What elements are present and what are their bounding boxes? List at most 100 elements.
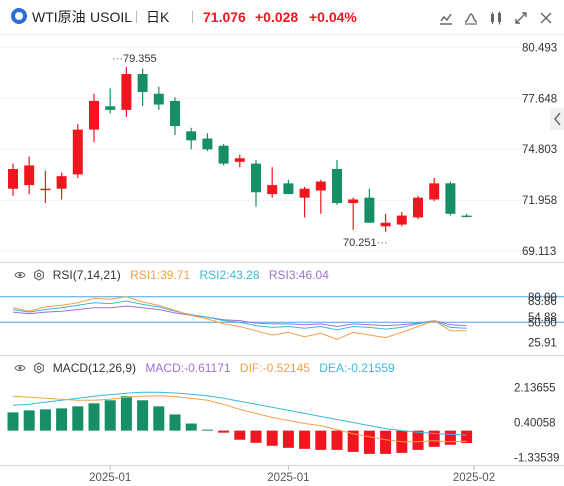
macd-histogram-bar bbox=[282, 430, 294, 448]
time-tick-label: 2025-02 bbox=[453, 472, 495, 484]
eye-icon[interactable] bbox=[14, 362, 26, 374]
macd-histogram-bar bbox=[315, 430, 327, 450]
rsi1-value: RSI1:39.71 bbox=[130, 268, 191, 282]
macd-histogram-bar bbox=[104, 400, 116, 431]
dif-value: DIF:-0.52145 bbox=[239, 361, 310, 375]
price-tick-label: 71.958 bbox=[522, 195, 557, 207]
macd-histogram-bar bbox=[218, 430, 230, 433]
rsi3-value: RSI3:46.04 bbox=[268, 268, 329, 282]
rsi-tick-label: 54.88 bbox=[528, 312, 557, 324]
macd-histogram-bar bbox=[201, 429, 213, 431]
symbol-name[interactable]: WTI原油 bbox=[32, 9, 86, 25]
candle bbox=[186, 131, 197, 141]
macd-histogram-bar bbox=[380, 430, 392, 454]
candlestick-series bbox=[8, 66, 472, 232]
macd-axis: 2.13655 0.40058 -1.33539 bbox=[514, 382, 559, 464]
settings-icon[interactable] bbox=[33, 269, 45, 281]
time-tick-label: 2025-01 bbox=[89, 472, 131, 484]
drawing-icon bbox=[491, 11, 501, 25]
candle bbox=[153, 93, 164, 105]
macd-histogram-bar bbox=[299, 430, 311, 449]
candle bbox=[40, 188, 51, 191]
rsi-tick-label: 80.00 bbox=[528, 292, 557, 304]
drawing-tools-button[interactable] bbox=[485, 8, 507, 28]
macd-histogram-bar bbox=[412, 430, 424, 450]
eye-icon[interactable] bbox=[14, 269, 26, 281]
rsi2-value: RSI2:43.28 bbox=[199, 268, 260, 282]
macd-histogram-bar bbox=[23, 410, 35, 431]
dea-line bbox=[12, 391, 467, 436]
dif-line bbox=[12, 395, 467, 443]
macd-histogram-bar bbox=[428, 430, 440, 447]
interval-selector[interactable]: 日K bbox=[146, 9, 170, 25]
macd-histogram-bar bbox=[347, 430, 359, 452]
candle bbox=[202, 138, 213, 150]
candle bbox=[251, 163, 261, 193]
symbol-logo-icon bbox=[11, 8, 27, 24]
collapse-arrow-button[interactable] bbox=[550, 108, 564, 130]
symbol-code: USOIL bbox=[90, 9, 133, 25]
candle bbox=[24, 165, 35, 186]
fullscreen-button[interactable] bbox=[510, 8, 532, 28]
candle bbox=[396, 215, 407, 225]
macd-histogram-bar bbox=[7, 412, 19, 431]
macd-histogram-bar bbox=[39, 409, 51, 431]
rsi-tick-label: 25.91 bbox=[528, 338, 557, 350]
macd-histogram-bar bbox=[169, 414, 181, 431]
candle bbox=[170, 100, 180, 126]
fullscreen-icon bbox=[515, 12, 527, 24]
macd-histogram-bar bbox=[72, 406, 84, 431]
rsi-tick-label: 83.86 bbox=[528, 296, 557, 308]
rsi3-line bbox=[12, 305, 467, 328]
rsi2-line bbox=[12, 300, 467, 331]
candle bbox=[299, 188, 310, 198]
candle bbox=[105, 106, 116, 110]
close-button[interactable] bbox=[535, 8, 557, 28]
chart-header: WTI原油 USOIL 日K 71.076 +0.028 +0.04% bbox=[0, 0, 564, 35]
indicator-button[interactable] bbox=[460, 8, 482, 28]
price-change-percent: +0.04% bbox=[309, 9, 357, 25]
price-chart[interactable]: 80.493 77.648 74.803 71.958 69.113 ⋯79.355 7… bbox=[0, 34, 564, 486]
price-tick-label: 77.648 bbox=[522, 93, 557, 105]
candle bbox=[89, 100, 99, 130]
collapse-arrow-icon bbox=[554, 112, 561, 126]
rsi-title: RSI(7,14,21) bbox=[52, 268, 121, 282]
chart-type-button[interactable] bbox=[435, 8, 457, 28]
divider bbox=[192, 11, 193, 23]
macd-tick-label: 0.40058 bbox=[514, 418, 556, 430]
macd-histogram-bar bbox=[120, 396, 132, 431]
macd-header: MACD(12,26,9) MACD:-0.61171 DIF:-0.52145… bbox=[14, 360, 395, 376]
close-icon bbox=[540, 12, 552, 24]
candle bbox=[413, 197, 423, 218]
rsi-header: RSI(7,14,21) RSI1:39.71 RSI2:43.28 RSI3:… bbox=[14, 267, 329, 283]
macd-histogram-bar bbox=[363, 430, 375, 454]
candle bbox=[56, 176, 67, 189]
chart-type-icon bbox=[440, 13, 452, 25]
candle bbox=[461, 215, 472, 218]
candle bbox=[267, 185, 278, 195]
candle bbox=[429, 183, 440, 200]
macd-histogram-bar bbox=[461, 430, 473, 443]
candle bbox=[332, 169, 342, 204]
time-axis: 2025-01 2025-01 2025-02 bbox=[89, 465, 495, 484]
macd-histogram-bar bbox=[331, 430, 343, 450]
price-tick-label: 69.113 bbox=[522, 246, 556, 258]
candle bbox=[234, 158, 245, 162]
macd-tick-label: 2.13655 bbox=[514, 382, 556, 394]
indicator-icon bbox=[464, 13, 478, 25]
divider bbox=[136, 11, 137, 23]
candle bbox=[121, 74, 132, 110]
price-tick-label: 74.803 bbox=[522, 144, 557, 156]
rsi-panel bbox=[0, 296, 564, 340]
settings-icon[interactable] bbox=[33, 362, 45, 374]
macd-panel bbox=[7, 391, 473, 454]
candle bbox=[72, 129, 83, 175]
high-annotation: ⋯79.355 bbox=[112, 53, 157, 65]
price-tick-label: 80.493 bbox=[522, 42, 557, 54]
macd-histogram-bar bbox=[250, 430, 262, 443]
macd-histogram-bar bbox=[444, 430, 456, 445]
low-annotation: 70.251⋯ bbox=[343, 237, 388, 249]
rsi-tick-label: 50.00 bbox=[528, 317, 557, 329]
macd-histogram-bar bbox=[56, 408, 68, 431]
candle bbox=[348, 199, 359, 204]
